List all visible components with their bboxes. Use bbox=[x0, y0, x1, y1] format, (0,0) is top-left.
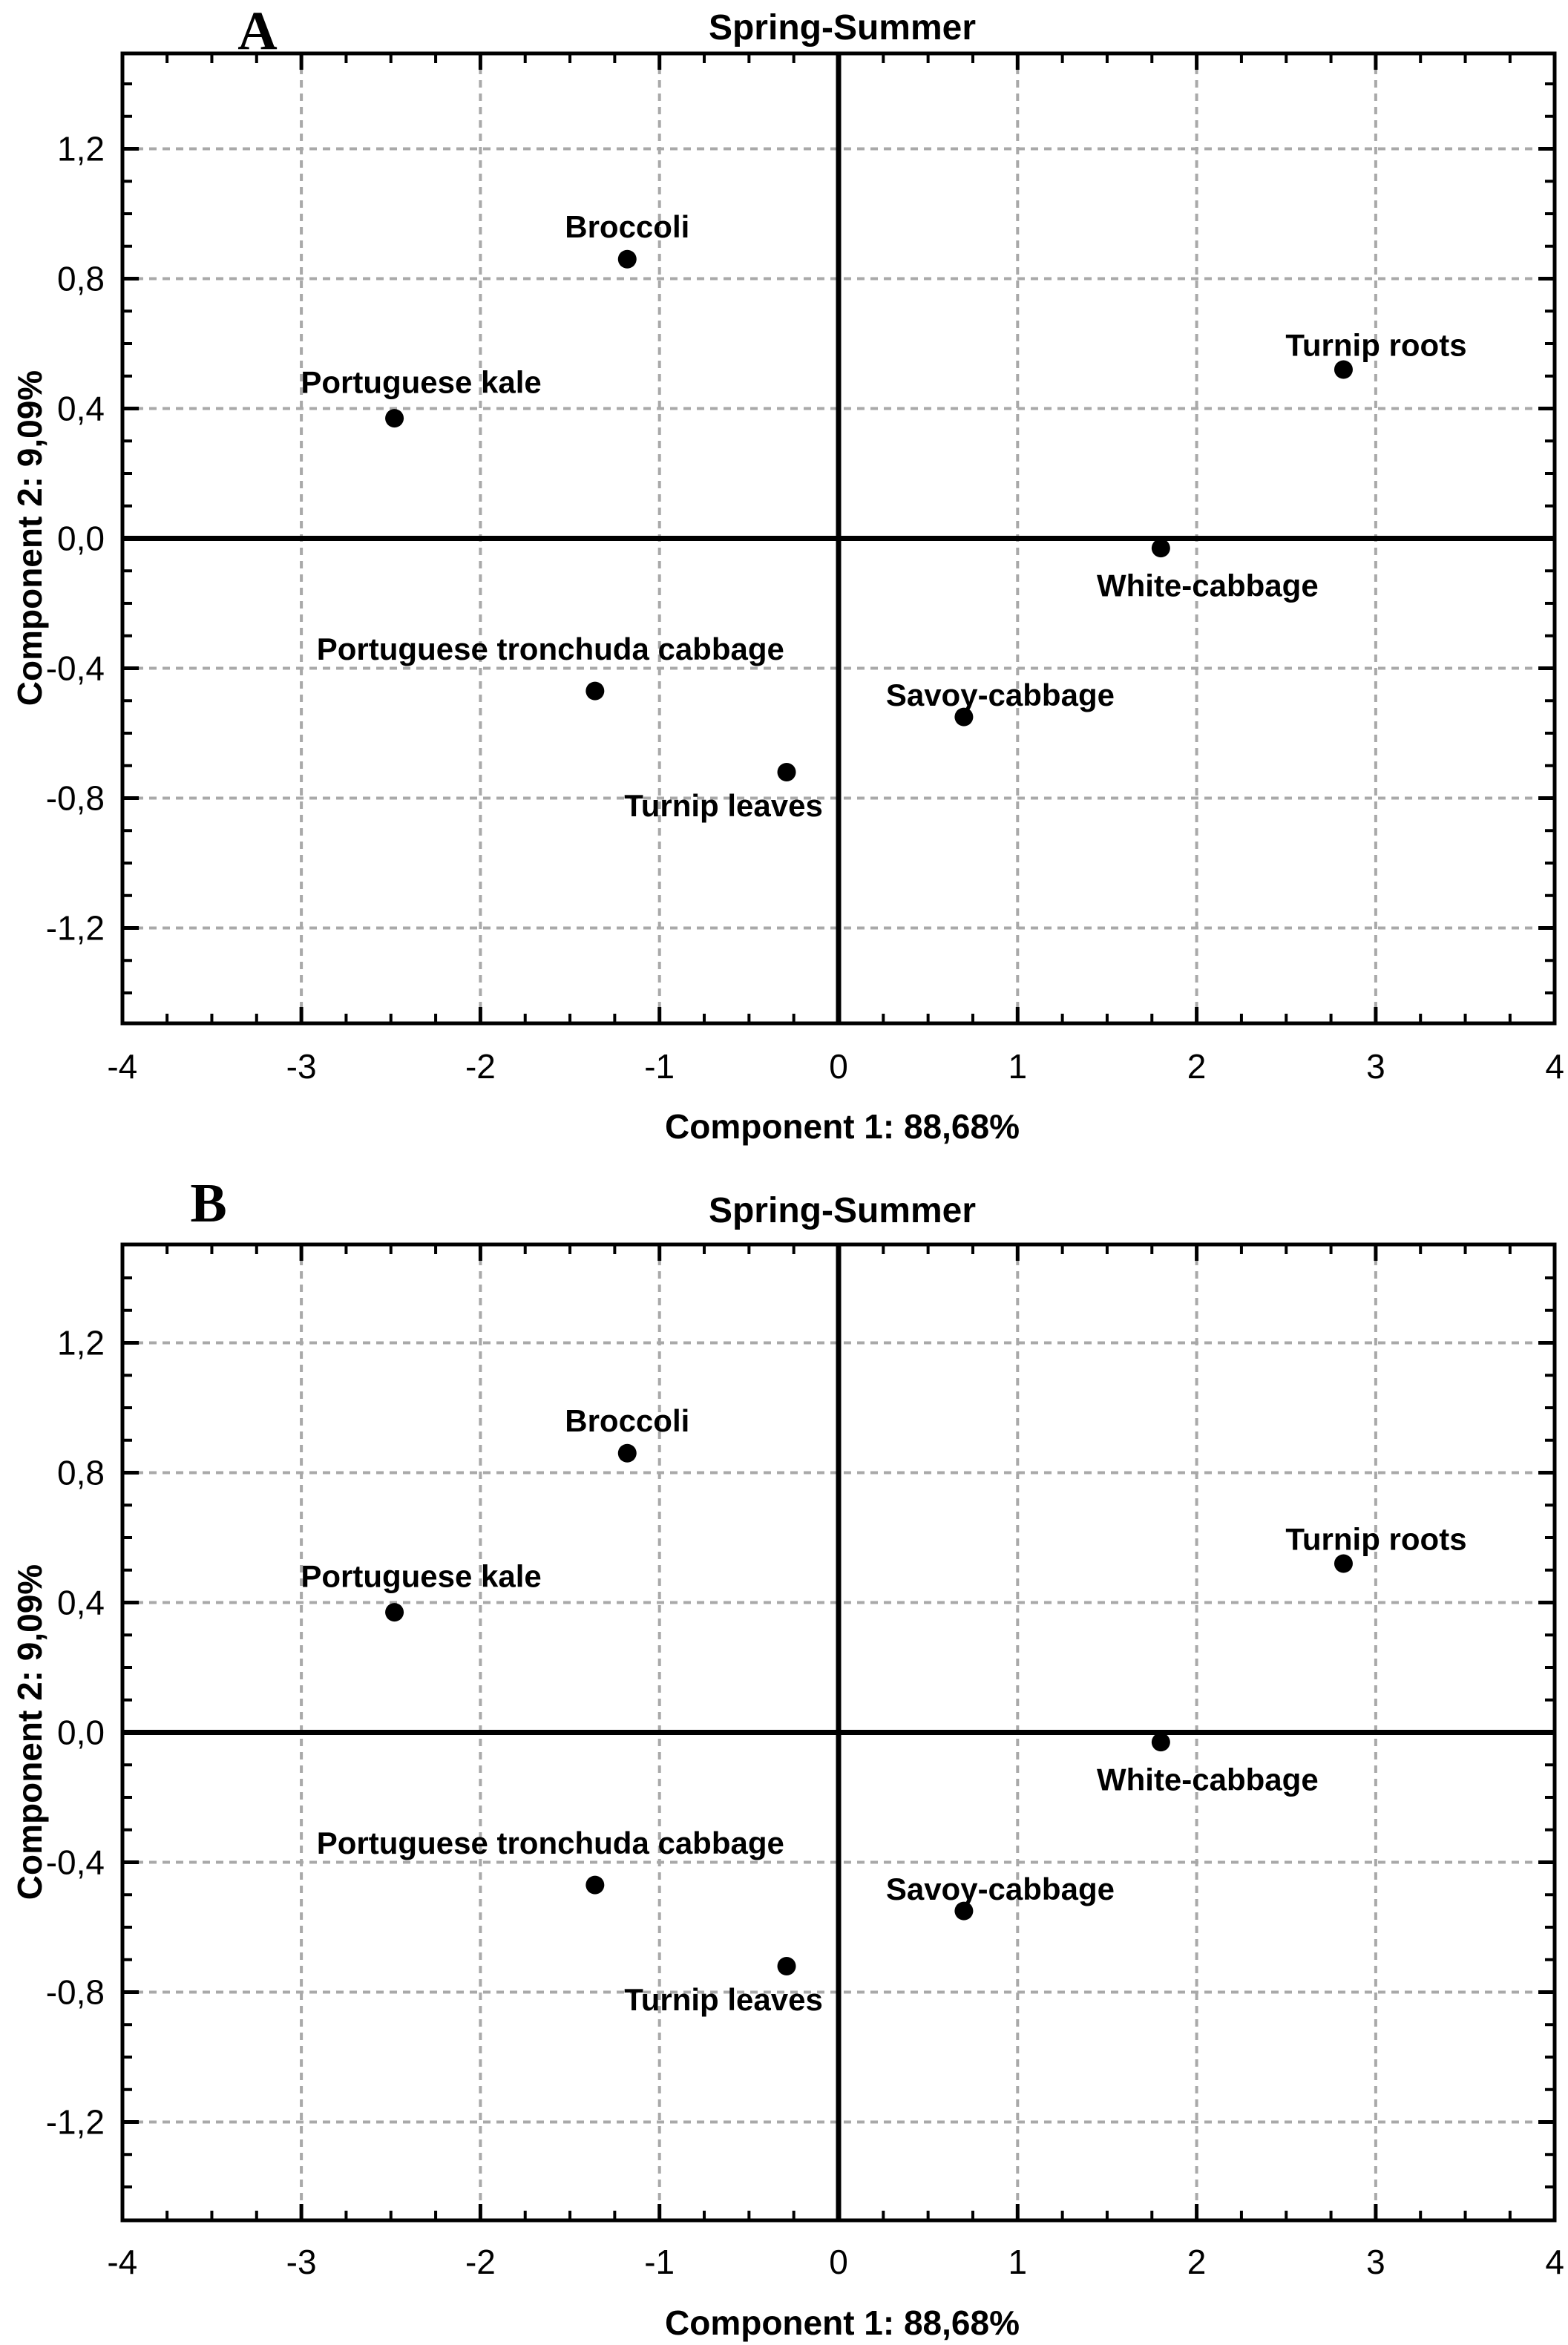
data-point-label: Turnip leaves bbox=[624, 1982, 823, 2017]
data-point-label: Savoy-cabbage bbox=[886, 678, 1115, 712]
x-tick-label: 1 bbox=[1008, 2243, 1028, 2281]
y-tick-label: 0,8 bbox=[57, 1454, 105, 1492]
y-tick-label: -1,2 bbox=[46, 2103, 105, 2142]
y-tick-label: 0,8 bbox=[57, 260, 105, 298]
x-tick-label: 0 bbox=[829, 2243, 848, 2281]
x-tick-label: -2 bbox=[465, 2243, 496, 2281]
data-point bbox=[1334, 360, 1353, 379]
x-tick-label: 1 bbox=[1008, 1047, 1028, 1086]
y-tick-label: -0,4 bbox=[46, 1843, 105, 1882]
y-tick-label: 0,0 bbox=[57, 1713, 105, 1752]
x-tick-label: 2 bbox=[1187, 2243, 1207, 2281]
y-tick-label: 1,2 bbox=[57, 1324, 105, 1362]
x-tick-label: 4 bbox=[1545, 2243, 1564, 2281]
panel-letter-b: B bbox=[190, 1173, 227, 1234]
panel-a-plot: -4 -3 -2 -1 0 1 2 3 4 -1,2 -0,8 -0,4 0,0 0,4 0,8 1,2 Bro… bbox=[46, 51, 1564, 1086]
data-point bbox=[777, 763, 796, 781]
data-point bbox=[1151, 1733, 1170, 1752]
data-point bbox=[954, 1901, 974, 1921]
y-axis-title-a: Component 2: 9,09% bbox=[10, 370, 49, 706]
data-point-label: White-cabbage bbox=[1097, 568, 1319, 603]
x-tick-label: 3 bbox=[1366, 2243, 1385, 2281]
data-point bbox=[777, 1957, 796, 1975]
y-tick-label: -1,2 bbox=[46, 909, 105, 948]
y-tick-label: 0,4 bbox=[57, 390, 105, 428]
data-point bbox=[385, 409, 404, 428]
data-point-label: Portuguese tronchuda cabbage bbox=[317, 1826, 784, 1860]
y-tick-label: 0,4 bbox=[57, 1584, 105, 1622]
x-tick-label: -4 bbox=[107, 2243, 137, 2281]
panel-b-plot: -4 -3 -2 -1 0 1 2 3 4 -1,2 -0,8 -0,4 0,0 0,4 0,8 1,2 Bro… bbox=[46, 1242, 1564, 2281]
x-tick-label: 0 bbox=[829, 1047, 848, 1086]
data-point bbox=[1151, 539, 1170, 558]
data-point bbox=[617, 249, 637, 269]
x-axis-title-b: Component 1: 88,68% bbox=[665, 2303, 1020, 2342]
y-tick-label: -0,8 bbox=[46, 779, 105, 818]
data-point-label: Portuguese kale bbox=[301, 364, 541, 399]
data-point-label: Broccoli bbox=[565, 1403, 689, 1438]
x-tick-label: -3 bbox=[286, 1047, 317, 1086]
data-point bbox=[1334, 1554, 1353, 1573]
data-point-label: Portuguese kale bbox=[301, 1558, 541, 1593]
x-tick-label: -4 bbox=[107, 1047, 137, 1086]
data-point bbox=[385, 1603, 404, 1622]
data-point-label: Turnip roots bbox=[1285, 328, 1466, 363]
y-tick-label: 1,2 bbox=[57, 130, 105, 168]
panel-letter-a: A bbox=[237, 1, 278, 62]
data-point bbox=[585, 681, 605, 701]
data-point bbox=[585, 1875, 605, 1895]
x-tick-label: -3 bbox=[286, 2243, 317, 2281]
chart-title-b: Spring-Summer bbox=[708, 1191, 977, 1230]
x-tick-label: -1 bbox=[644, 1047, 675, 1086]
x-tick-label: -1 bbox=[644, 2243, 675, 2281]
data-point-label: Turnip roots bbox=[1285, 1522, 1466, 1557]
y-tick-label: 0,0 bbox=[57, 519, 105, 558]
data-point-label: Turnip leaves bbox=[624, 788, 823, 823]
data-point-label: Portuguese tronchuda cabbage bbox=[317, 632, 784, 666]
data-point-label: Broccoli bbox=[565, 209, 689, 244]
x-tick-label: -2 bbox=[465, 1047, 496, 1086]
data-point-label: Savoy-cabbage bbox=[886, 1872, 1115, 1906]
y-tick-label: -0,8 bbox=[46, 1973, 105, 2012]
data-point bbox=[617, 1443, 637, 1463]
chart-title-a: Spring-Summer bbox=[708, 8, 977, 47]
data-point-label: White-cabbage bbox=[1097, 1762, 1319, 1797]
x-tick-label: 3 bbox=[1366, 1047, 1385, 1086]
y-axis-title-b: Component 2: 9,09% bbox=[10, 1564, 49, 1900]
x-tick-label: 2 bbox=[1187, 1047, 1207, 1086]
x-axis-title-a: Component 1: 88,68% bbox=[665, 1107, 1020, 1146]
x-tick-label: 4 bbox=[1545, 1047, 1564, 1086]
data-point bbox=[954, 707, 974, 727]
y-tick-label: -0,4 bbox=[46, 649, 105, 688]
